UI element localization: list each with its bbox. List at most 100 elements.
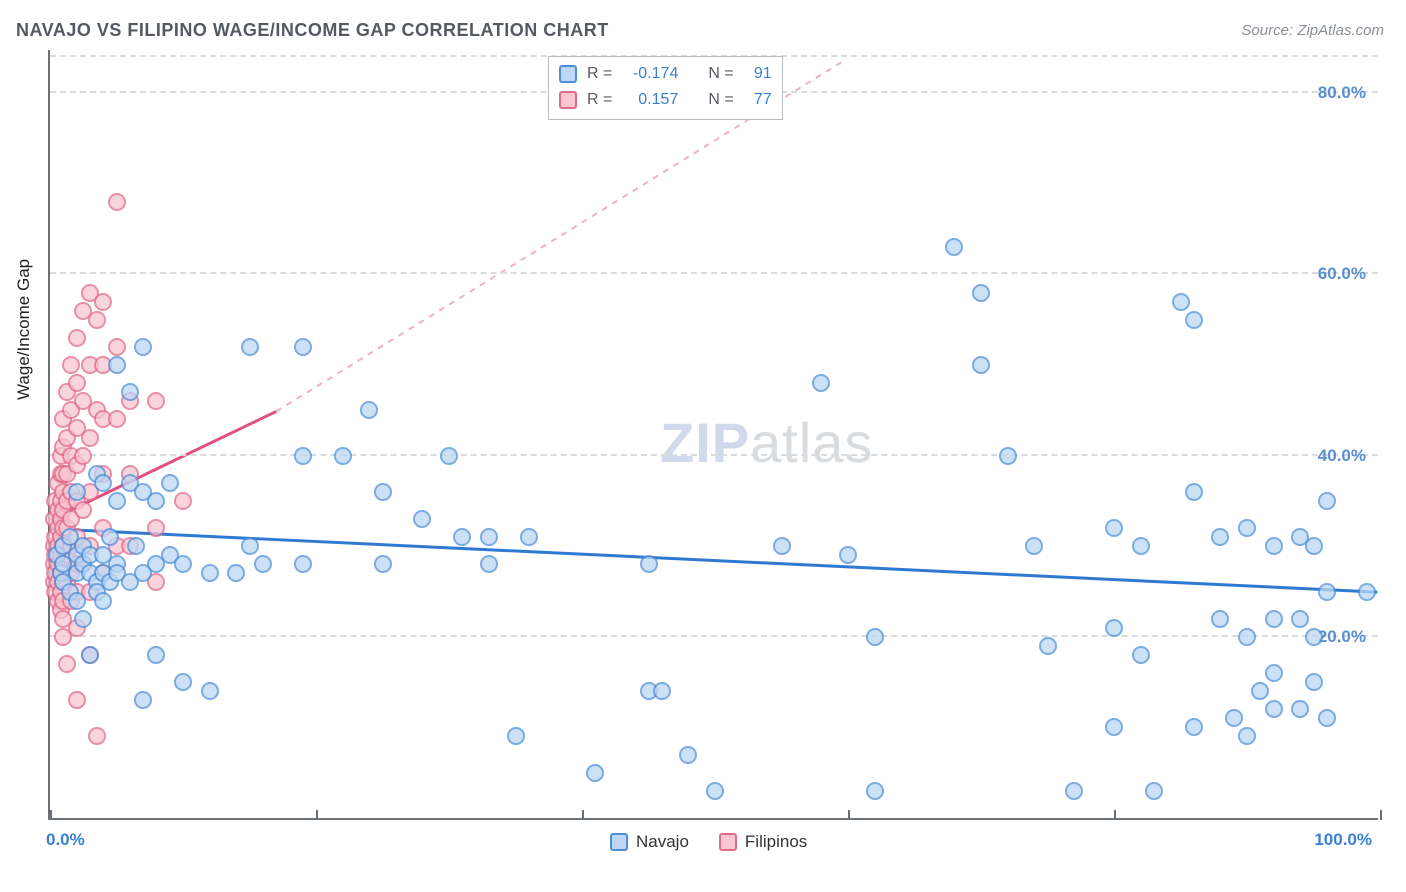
- stats-row-filipino: R = 0.157 N = 77: [559, 87, 772, 113]
- point-navajo: [108, 356, 126, 374]
- point-navajo: [241, 537, 259, 555]
- point-navajo: [1358, 583, 1376, 601]
- x-tick: [582, 810, 584, 820]
- point-navajo: [94, 592, 112, 610]
- legend-label-navajo: Navajo: [636, 832, 689, 852]
- watermark-part-b: atlas: [750, 411, 873, 474]
- point-navajo: [1265, 610, 1283, 628]
- point-navajo: [1185, 483, 1203, 501]
- point-navajo: [706, 782, 724, 800]
- point-filipino: [88, 311, 106, 329]
- point-navajo: [679, 746, 697, 764]
- point-navajo: [812, 374, 830, 392]
- point-filipino: [74, 447, 92, 465]
- point-navajo: [653, 682, 671, 700]
- stats-swatch-filipino: [559, 91, 577, 109]
- point-navajo: [972, 284, 990, 302]
- point-navajo: [134, 338, 152, 356]
- point-filipino: [147, 519, 165, 537]
- point-navajo: [1238, 727, 1256, 745]
- point-filipino: [68, 691, 86, 709]
- point-navajo: [134, 691, 152, 709]
- y-tick-label: 60.0%: [1318, 264, 1366, 284]
- point-navajo: [94, 474, 112, 492]
- gridline: [50, 635, 1378, 637]
- stats-row-navajo: R = -0.174 N = 91: [559, 61, 772, 87]
- point-navajo: [241, 338, 259, 356]
- point-navajo: [127, 537, 145, 555]
- legend-item-navajo: Navajo: [610, 832, 689, 852]
- x-tick: [848, 810, 850, 820]
- point-navajo: [1185, 311, 1203, 329]
- point-navajo: [227, 564, 245, 582]
- watermark: ZIPatlas: [660, 410, 873, 475]
- y-axis-label: Wage/Income Gap: [14, 259, 34, 400]
- point-navajo: [201, 682, 219, 700]
- point-filipino: [108, 193, 126, 211]
- point-filipino: [94, 293, 112, 311]
- point-filipino: [174, 492, 192, 510]
- x-tick: [316, 810, 318, 820]
- point-filipino: [108, 410, 126, 428]
- gridline: [50, 272, 1378, 274]
- point-navajo: [1105, 519, 1123, 537]
- point-filipino: [74, 501, 92, 519]
- point-navajo: [1105, 718, 1123, 736]
- source-name: ZipAtlas.com: [1297, 22, 1384, 39]
- point-filipino: [108, 338, 126, 356]
- legend-label-filipino: Filipinos: [745, 832, 807, 852]
- point-navajo: [1318, 709, 1336, 727]
- gridline: [50, 454, 1378, 456]
- point-navajo: [440, 447, 458, 465]
- point-navajo: [1039, 637, 1057, 655]
- x-tick: [1380, 810, 1382, 820]
- point-navajo: [413, 510, 431, 528]
- stats-R-navajo: -0.174: [622, 61, 678, 87]
- point-navajo: [1132, 646, 1150, 664]
- point-navajo: [586, 764, 604, 782]
- point-filipino: [68, 374, 86, 392]
- point-navajo: [1238, 519, 1256, 537]
- point-navajo: [640, 555, 658, 573]
- source-prefix: Source:: [1241, 22, 1293, 39]
- stats-N-label: N =: [708, 87, 733, 113]
- point-navajo: [147, 492, 165, 510]
- point-filipino: [58, 655, 76, 673]
- point-navajo: [1132, 537, 1150, 555]
- watermark-part-a: ZIP: [660, 411, 750, 474]
- point-navajo: [507, 727, 525, 745]
- point-navajo: [147, 646, 165, 664]
- point-navajo: [108, 492, 126, 510]
- point-navajo: [866, 628, 884, 646]
- source-label: Source: ZipAtlas.com: [1241, 22, 1384, 39]
- point-navajo: [74, 610, 92, 628]
- point-navajo: [81, 646, 99, 664]
- x-tick: [50, 810, 52, 820]
- point-navajo: [1211, 610, 1229, 628]
- stats-N-navajo: 91: [744, 61, 772, 87]
- point-navajo: [294, 338, 312, 356]
- stats-R-label: R =: [587, 87, 612, 113]
- point-navajo: [480, 528, 498, 546]
- point-navajo: [1291, 610, 1309, 628]
- point-navajo: [1065, 782, 1083, 800]
- stats-R-label: R =: [587, 61, 612, 87]
- point-navajo: [360, 401, 378, 419]
- point-navajo: [1305, 628, 1323, 646]
- point-navajo: [1265, 537, 1283, 555]
- y-tick-label: 40.0%: [1318, 446, 1366, 466]
- point-navajo: [374, 483, 392, 501]
- point-filipino: [147, 392, 165, 410]
- point-navajo: [174, 555, 192, 573]
- point-navajo: [999, 447, 1017, 465]
- stats-N-label: N =: [708, 61, 733, 87]
- legend-swatch-filipino: [719, 833, 737, 851]
- point-filipino: [68, 329, 86, 347]
- point-navajo: [866, 782, 884, 800]
- correlation-stats-box: R = -0.174 N = 91 R = 0.157 N = 77: [548, 56, 783, 120]
- point-filipino: [88, 727, 106, 745]
- point-navajo: [453, 528, 471, 546]
- point-navajo: [773, 537, 791, 555]
- point-navajo: [1105, 619, 1123, 637]
- point-navajo: [1172, 293, 1190, 311]
